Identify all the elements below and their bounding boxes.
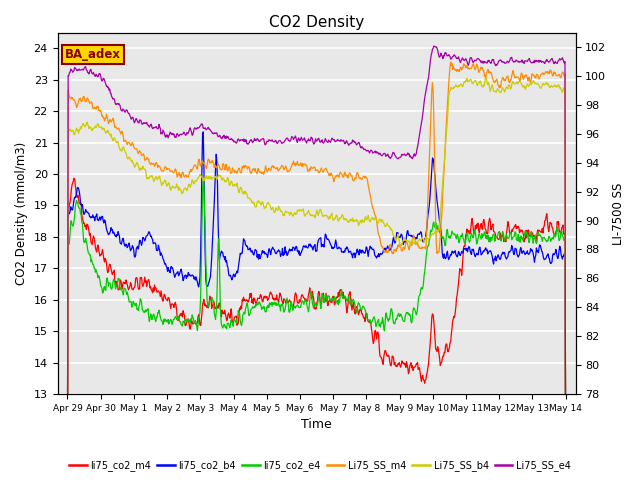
Y-axis label: LI-7500 SS: LI-7500 SS [612,182,625,244]
X-axis label: Time: Time [301,419,332,432]
Y-axis label: CO2 Density (mmol/m3): CO2 Density (mmol/m3) [15,142,28,285]
Title: CO2 Density: CO2 Density [269,15,364,30]
Text: BA_adex: BA_adex [65,48,122,61]
Legend: li75_co2_m4, li75_co2_b4, li75_co2_e4, Li75_SS_m4, Li75_SS_b4, Li75_SS_e4: li75_co2_m4, li75_co2_b4, li75_co2_e4, L… [65,456,575,475]
